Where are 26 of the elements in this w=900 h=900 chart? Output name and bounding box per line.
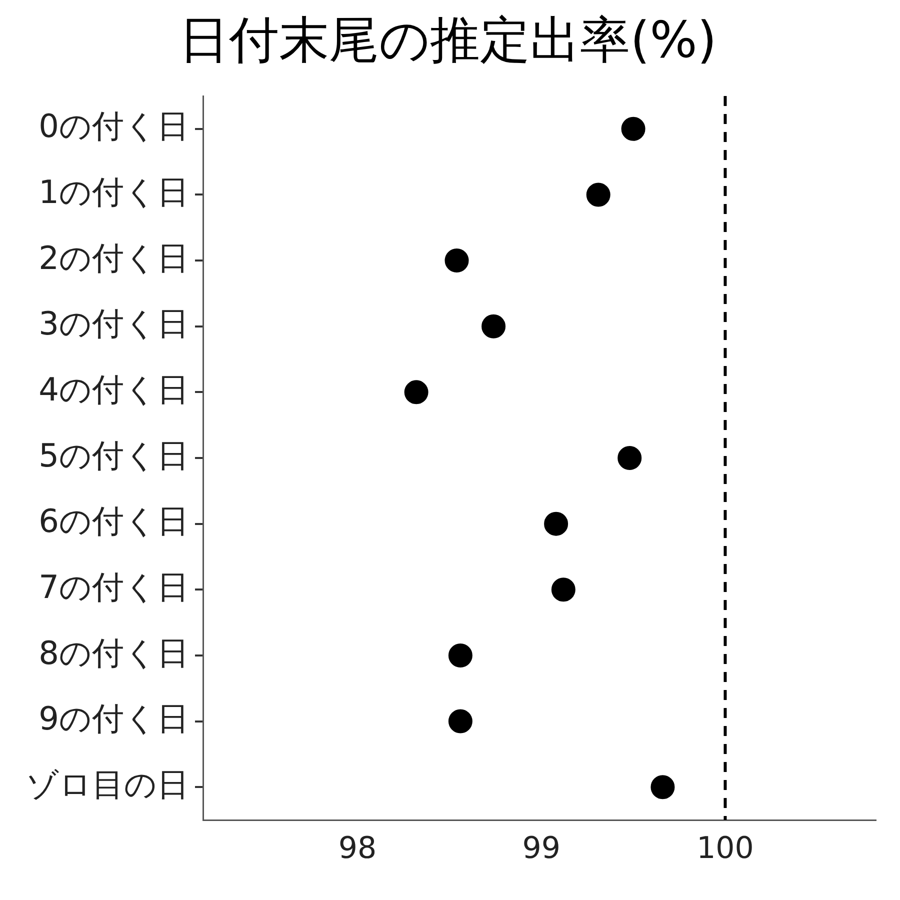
x-tick-label: 100 xyxy=(696,830,754,866)
point xyxy=(444,248,469,273)
point xyxy=(650,775,675,800)
y-tick-label: 3の付く日 xyxy=(38,304,189,343)
x-tick-label: 98 xyxy=(338,830,377,866)
point xyxy=(618,446,642,470)
point xyxy=(544,512,568,536)
point xyxy=(404,380,428,404)
point xyxy=(448,643,472,668)
point xyxy=(448,709,472,734)
y-tick-label: 5の付く日 xyxy=(38,436,189,474)
point xyxy=(482,314,506,338)
y-tick-label: 1の付く日 xyxy=(38,173,189,212)
point xyxy=(621,116,646,141)
point xyxy=(551,578,576,602)
y-tick-label: 8の付く日 xyxy=(38,634,189,672)
y-tick-label: 7の付く日 xyxy=(38,568,189,606)
y-tick-label: 6の付く日 xyxy=(38,502,189,540)
y-tick-label: 9の付く日 xyxy=(38,700,189,738)
x-tick-label: 99 xyxy=(522,830,560,866)
y-tick-label: ゾロ目の日 xyxy=(26,765,189,804)
y-tick-label: 0の付く日 xyxy=(38,107,189,146)
y-tick-label: 2の付く日 xyxy=(38,238,189,277)
y-tick-label: 4の付く日 xyxy=(38,370,189,408)
chart-title: 日付末尾の推定出率(%) xyxy=(179,10,717,69)
point xyxy=(586,182,610,207)
